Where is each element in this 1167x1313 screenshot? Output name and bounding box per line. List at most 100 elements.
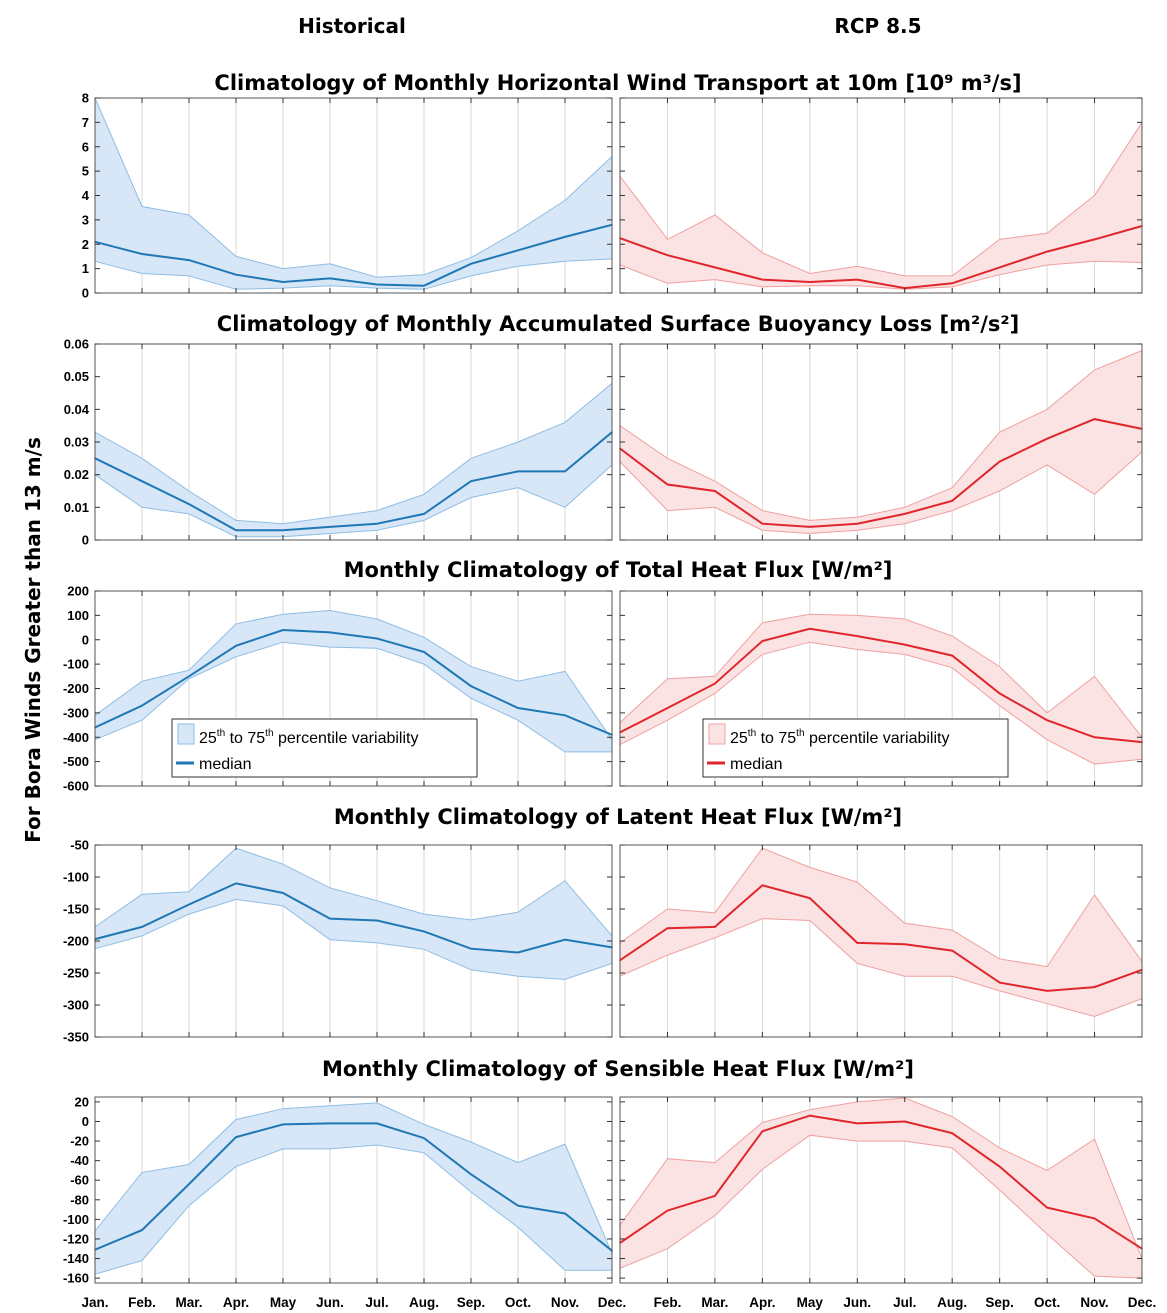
median-point	[517, 951, 519, 954]
p25-line	[94, 641, 612, 753]
median-point	[564, 1212, 566, 1215]
median-point	[809, 281, 811, 283]
median-point	[856, 942, 859, 944]
p25-line	[94, 898, 613, 980]
median-line	[94, 628, 613, 736]
percentile-band	[95, 1102, 612, 1275]
median-line	[94, 223, 613, 287]
median-point	[376, 637, 378, 640]
panel-rcp85	[619, 343, 1143, 541]
median-point	[517, 470, 519, 473]
chart-title: Monthly Climatology of Latent Heat Flux …	[334, 805, 902, 829]
month-label: Jun.	[843, 1295, 871, 1310]
median-point	[809, 897, 811, 899]
y-tick-label: 0	[82, 632, 89, 647]
y-tick-label: -300	[63, 998, 89, 1013]
p75-line	[619, 847, 1143, 968]
y-tick-label: -300	[63, 705, 89, 720]
percentile-band	[620, 1098, 1142, 1279]
y-tick-label: -500	[63, 754, 89, 769]
median-point	[761, 278, 764, 281]
y-axis-label: For Bora Winds Greater than 13 m/s	[21, 437, 45, 843]
p25-line	[619, 260, 1143, 290]
median-point	[564, 938, 566, 941]
median-point	[329, 277, 331, 280]
month-label: Aug.	[409, 1295, 439, 1310]
median-point	[423, 284, 425, 287]
p25-line	[94, 258, 613, 290]
median-point	[470, 1173, 472, 1176]
y-tick-label: 100	[67, 608, 89, 623]
percentile-band	[620, 350, 1142, 534]
y-tick-label: -200	[63, 934, 89, 949]
month-label: Dec.	[598, 1295, 627, 1310]
median-point	[998, 460, 1001, 463]
y-tick-label: -80	[70, 1192, 89, 1207]
chart-title: Monthly Climatology of Total Heat Flux […	[344, 558, 893, 582]
p75-line	[619, 350, 1143, 521]
median-point	[998, 1165, 1001, 1168]
month-label: Apr.	[223, 1295, 249, 1310]
median-point	[188, 675, 190, 678]
median-point	[903, 1120, 906, 1123]
median-point	[666, 927, 669, 929]
y-tick-label: -600	[63, 779, 89, 794]
p75-line	[94, 382, 613, 525]
legend-band-label: 25th to 75th percentile variability	[199, 728, 418, 747]
legend: 25th to 75th percentile variability media…	[171, 718, 478, 778]
median-point	[1046, 1206, 1048, 1209]
median-line	[619, 884, 1143, 992]
panel-historical: -160 -140 -120 -100 -80 -60 -40 -20 0 20	[63, 1094, 613, 1286]
legend: 25th to 75th percentile variability media…	[702, 718, 1009, 778]
median-point	[1046, 437, 1048, 440]
percentile-band	[620, 848, 1142, 1017]
y-tick-label: 0	[82, 286, 89, 301]
month-label: Jan.	[81, 1295, 108, 1310]
p25-line	[94, 1144, 612, 1275]
y-tick-label: 2	[82, 237, 89, 252]
median-point	[856, 522, 859, 525]
panel-rcp85: 25th to 75th percentile variability media…	[619, 590, 1143, 787]
median-line	[619, 225, 1143, 290]
legend-median-label: median	[199, 756, 251, 773]
median-point	[470, 685, 472, 687]
median-point	[376, 1122, 378, 1125]
median-point	[714, 266, 716, 269]
y-tick-label: 200	[67, 584, 89, 599]
panel-rcp85	[619, 844, 1143, 1038]
median-point	[1093, 986, 1096, 988]
y-tick-label: -250	[63, 966, 89, 981]
y-tick-label: -120	[63, 1231, 89, 1246]
median-point	[998, 692, 1001, 695]
median-point	[423, 513, 425, 515]
median-point	[951, 282, 953, 285]
percentile-band	[95, 610, 612, 752]
month-label: Mar.	[701, 1295, 728, 1310]
month-label: Feb.	[128, 1295, 156, 1310]
panel-frame	[94, 1096, 613, 1284]
median-point	[998, 266, 1001, 269]
y-tick-label: -40	[70, 1153, 89, 1168]
median-point	[235, 273, 237, 276]
y-tick-label: 6	[82, 139, 89, 154]
y-tick-label: 0.03	[64, 435, 89, 450]
month-label: May	[797, 1295, 824, 1310]
legend-box	[702, 718, 1009, 778]
y-tick-label: -100	[63, 870, 89, 885]
y-tick-label: 0.01	[64, 500, 89, 515]
median-point	[761, 640, 764, 642]
panel-frame	[619, 1096, 1143, 1284]
median-point	[1046, 719, 1048, 721]
y-tick-label: -150	[63, 902, 89, 917]
median-point	[564, 470, 566, 473]
median-point	[1046, 250, 1048, 253]
median-point	[282, 629, 284, 631]
p25-line	[619, 1134, 1143, 1279]
p25-line	[619, 918, 1143, 1018]
median-point	[517, 249, 519, 252]
median-point	[470, 480, 472, 483]
panel-historical: 0 0.01 0.02 0.03 0.04 0.05 0.06	[64, 337, 613, 548]
month-label: Nov.	[551, 1295, 579, 1310]
median-point	[714, 490, 716, 492]
